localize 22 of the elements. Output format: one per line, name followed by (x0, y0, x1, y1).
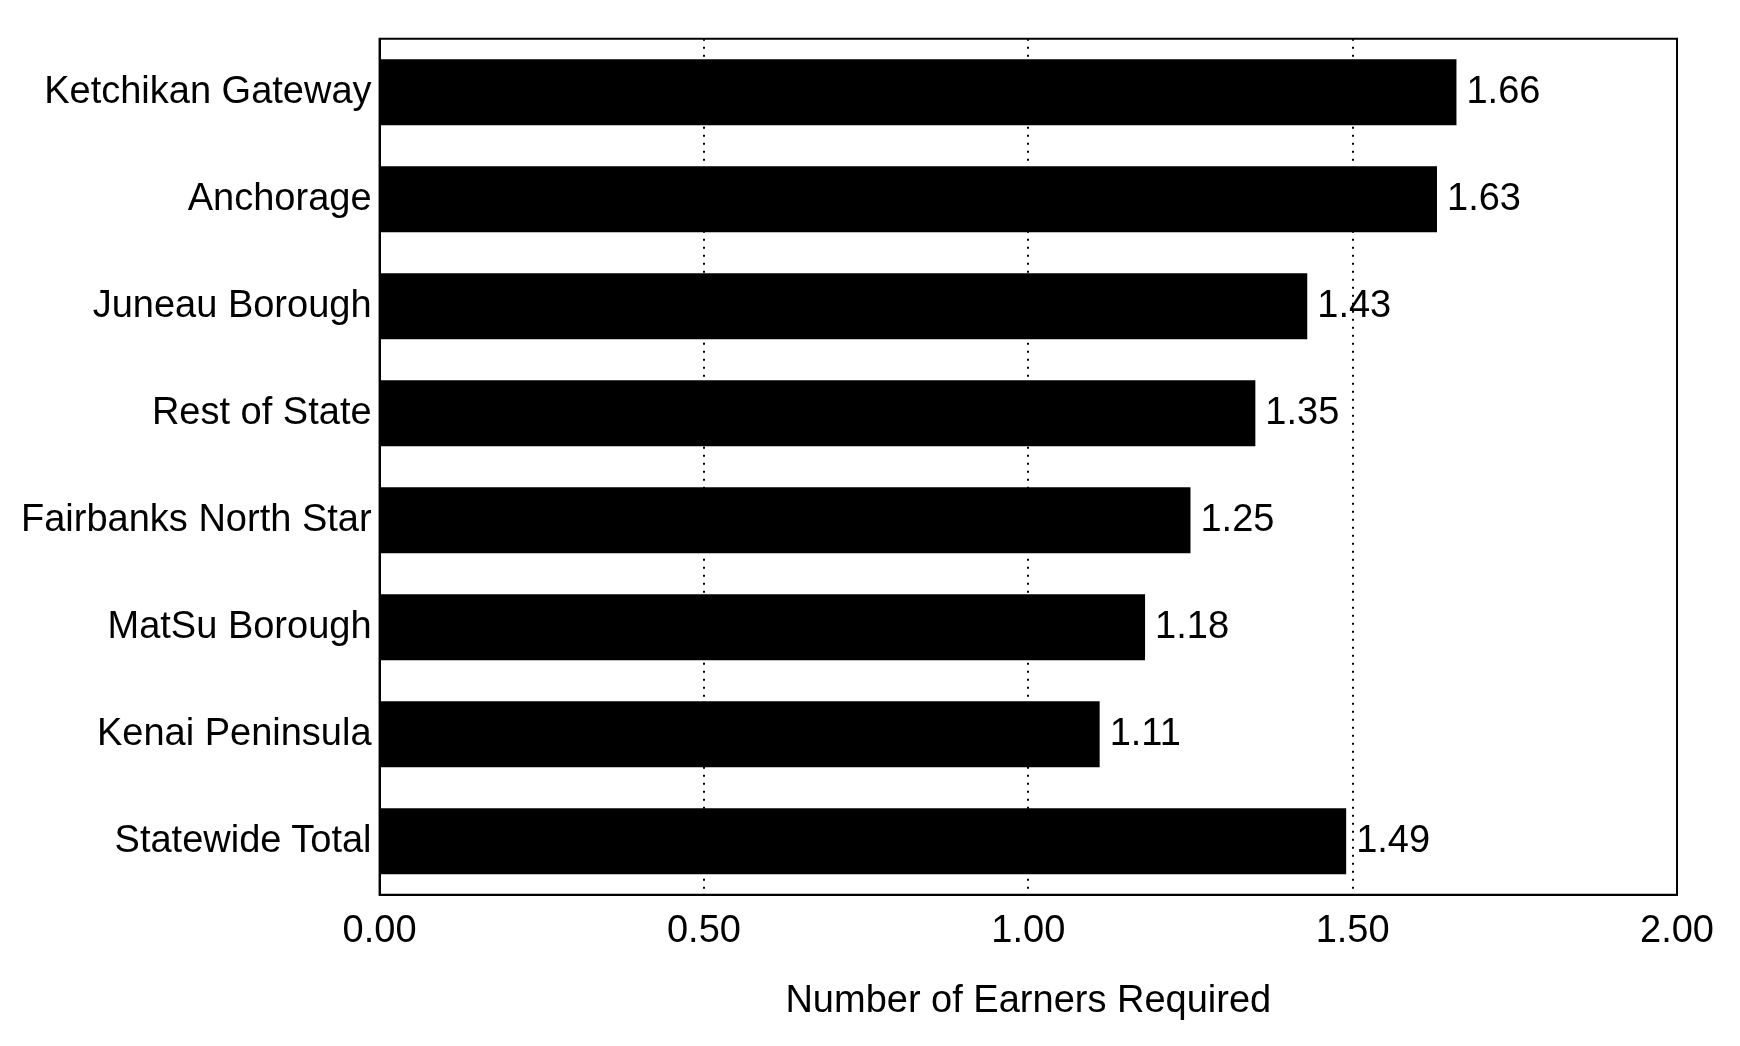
x-tick-label: 1.00 (991, 908, 1066, 951)
y-tick-label: Juneau Borough (92, 282, 372, 325)
data-label: 1.43 (1317, 282, 1392, 325)
y-tick-label: Fairbanks North Star (20, 496, 372, 539)
y-tick-label: Statewide Total (114, 817, 372, 860)
x-tick-label: 1.50 (1315, 908, 1390, 951)
data-label: 1.11 (1109, 710, 1181, 753)
y-tick-label: Kenai Peninsula (96, 710, 373, 753)
y-tick-label: Ketchikan Gateway (44, 68, 372, 111)
y-tick-label: MatSu Borough (107, 603, 372, 646)
data-label: 1.49 (1356, 817, 1431, 860)
data-label: 1.18 (1155, 603, 1230, 646)
x-tick-label: 2.00 (1640, 908, 1714, 951)
y-tick-label: Rest of State (151, 389, 372, 432)
data-label: 1.35 (1265, 389, 1340, 432)
data-label: 1.25 (1200, 496, 1275, 539)
data-label: 1.63 (1446, 175, 1521, 218)
y-tick-label: Anchorage (187, 175, 372, 218)
x-tick-label: 0.50 (666, 908, 741, 951)
x-tick-label: 0.00 (342, 908, 417, 951)
x-axis-title: Number of Earners Required (785, 977, 1272, 1020)
data-label: 1.66 (1466, 68, 1541, 111)
